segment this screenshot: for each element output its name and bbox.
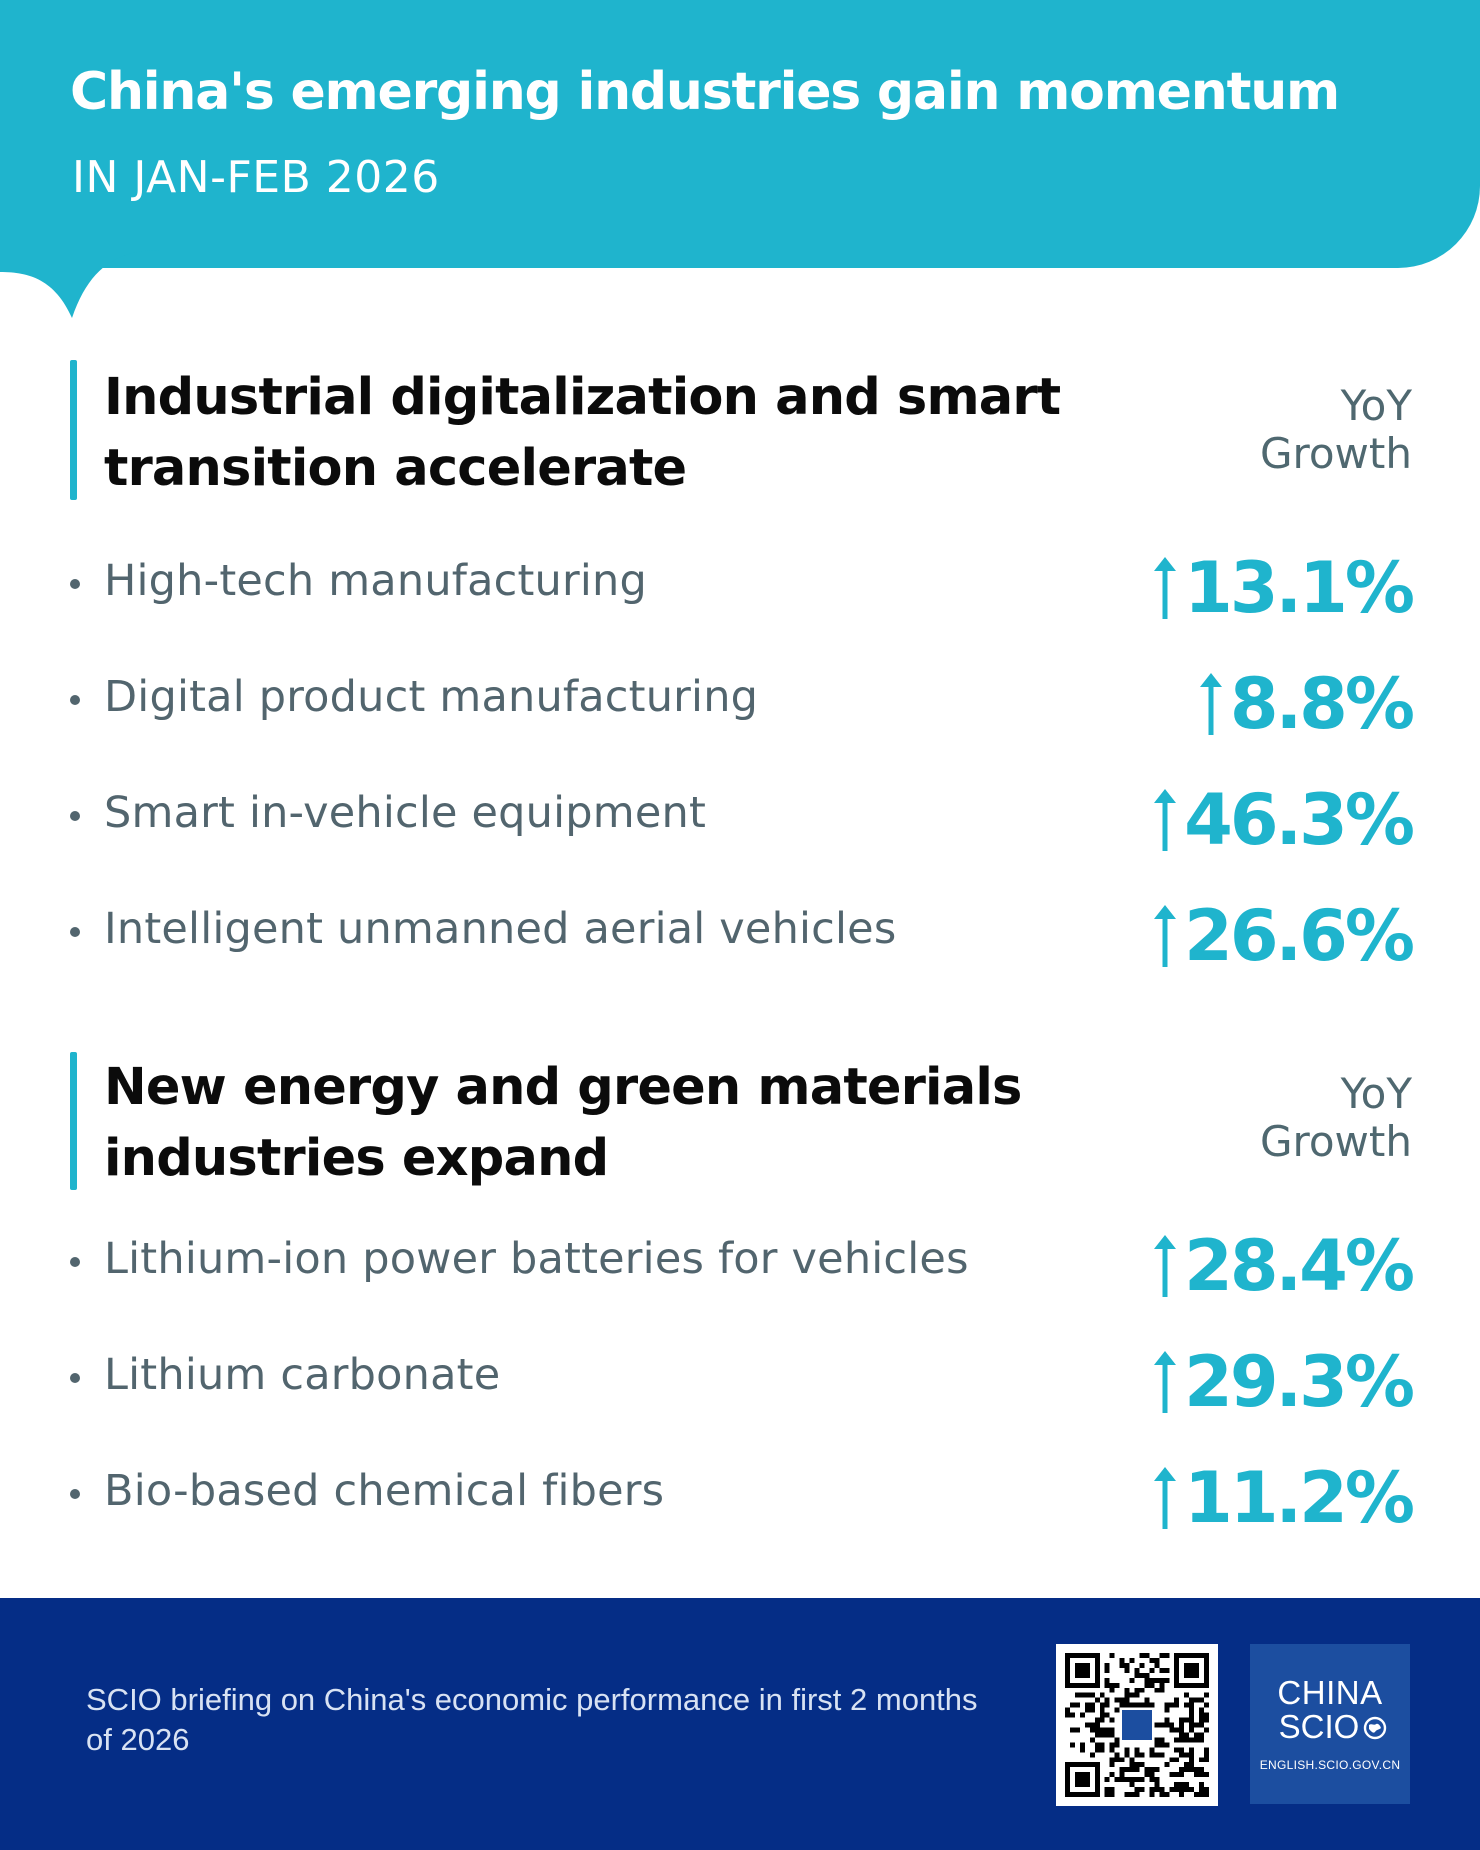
bullet-dot — [70, 1257, 80, 1267]
globe-icon — [1363, 1716, 1387, 1740]
up-arrow-icon — [1154, 789, 1177, 851]
list-item: High-tech manufacturing 13.1% — [70, 538, 1415, 638]
up-arrow-icon — [1154, 905, 1177, 967]
section-accent-bar — [70, 360, 77, 500]
list-item: Lithium carbonate 29.3% — [70, 1332, 1415, 1432]
growth-value: 11.2% — [1184, 1457, 1415, 1539]
section-title: Industrial digitalization and smart tran… — [104, 368, 1061, 498]
growth-label: Growth — [1259, 1117, 1412, 1166]
growth-value-group: 29.3% — [1152, 1332, 1415, 1432]
logo-url: ENGLISH.SCIO.GOV.CN — [1259, 1758, 1401, 1772]
item-label: Bio-based chemical fibers — [104, 1466, 665, 1516]
item-label: Lithium-ion power batteries for vehicles — [104, 1234, 969, 1284]
growth-value-group: 11.2% — [1152, 1448, 1415, 1548]
growth-value: 26.6% — [1184, 895, 1415, 977]
china-scio-logo[interactable]: CHINA SCIO ENGLISH.SCIO.GOV.CN — [1250, 1644, 1410, 1804]
growth-value: 28.4% — [1184, 1225, 1415, 1307]
growth-value: 46.3% — [1184, 779, 1415, 861]
source-text: SCIO briefing on China's economic perfor… — [86, 1682, 978, 1757]
up-arrow-icon — [1154, 1351, 1177, 1413]
header-banner: China's emerging industries gain momentu… — [0, 0, 1480, 268]
yoy-growth-header: YoY Growth — [1192, 382, 1412, 478]
growth-value-group: 28.4% — [1152, 1216, 1415, 1316]
up-arrow-icon — [1154, 1467, 1177, 1529]
yoy-growth-header: YoY Growth — [1192, 1070, 1412, 1166]
speech-tail-decoration — [0, 250, 160, 318]
item-label: Intelligent unmanned aerial vehicles — [104, 904, 897, 954]
growth-value: 13.1% — [1184, 547, 1415, 629]
item-label: Digital product manufacturing — [104, 672, 759, 722]
yoy-label: YoY — [1340, 1069, 1412, 1118]
up-arrow-icon — [1154, 557, 1177, 619]
bullet-dot — [70, 579, 80, 589]
growth-value: 29.3% — [1184, 1341, 1415, 1423]
growth-value-group: 26.6% — [1152, 886, 1415, 986]
logo-text-china: CHINA — [1277, 1674, 1383, 1711]
growth-label: Growth — [1259, 429, 1412, 478]
item-label: High-tech manufacturing — [104, 556, 647, 606]
footer: SCIO briefing on China's economic perfor… — [0, 1598, 1480, 1850]
page-title: China's emerging industries gain momentu… — [70, 62, 1340, 122]
yoy-label: YoY — [1340, 381, 1412, 430]
growth-value-group: 8.8% — [1198, 654, 1415, 754]
up-arrow-icon — [1154, 1235, 1177, 1297]
qr-code-icon[interactable] — [1056, 1644, 1218, 1806]
section-accent-bar — [70, 1052, 77, 1190]
bullet-dot — [70, 811, 80, 821]
logo-text-scio: SCIO — [1278, 1708, 1360, 1745]
item-label: Smart in-vehicle equipment — [104, 788, 707, 838]
list-item: Lithium-ion power batteries for vehicles… — [70, 1216, 1415, 1316]
bullet-dot — [70, 695, 80, 705]
item-label: Lithium carbonate — [104, 1350, 501, 1400]
growth-value: 8.8% — [1229, 663, 1415, 745]
bullet-dot — [70, 1489, 80, 1499]
growth-value-group: 13.1% — [1152, 538, 1415, 638]
list-item: Smart in-vehicle equipment 46.3% — [70, 770, 1415, 870]
list-item: Intelligent unmanned aerial vehicles 26.6… — [70, 886, 1415, 986]
up-arrow-icon — [1199, 673, 1222, 735]
page-subtitle: IN JAN-FEB 2026 — [72, 152, 440, 203]
growth-value-group: 46.3% — [1152, 770, 1415, 870]
bullet-dot — [70, 927, 80, 937]
section-title: New energy and green materials industrie… — [104, 1058, 1022, 1188]
bullet-dot — [70, 1373, 80, 1383]
list-item: Bio-based chemical fibers 11.2% — [70, 1448, 1415, 1548]
list-item: Digital product manufacturing 8.8% — [70, 654, 1415, 754]
